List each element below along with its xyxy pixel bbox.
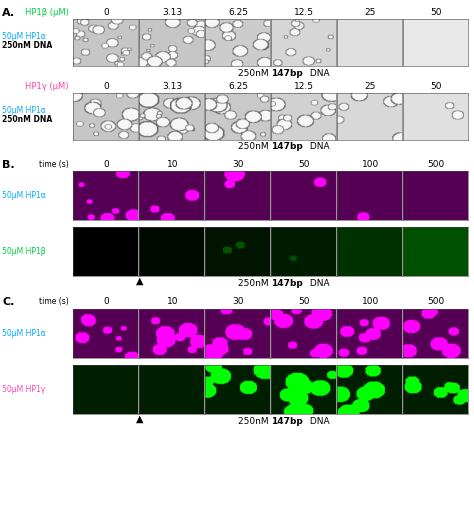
Text: 250nM: 250nM: [238, 142, 271, 151]
Text: 30: 30: [233, 160, 244, 168]
Text: 3.13: 3.13: [163, 8, 182, 17]
Text: 50: 50: [299, 297, 310, 306]
Text: 50μM HP1α: 50μM HP1α: [2, 32, 46, 41]
Text: 30: 30: [233, 297, 244, 306]
Text: 500: 500: [428, 297, 445, 306]
Text: 147bp: 147bp: [271, 279, 303, 288]
Text: 500: 500: [428, 160, 445, 168]
Text: 12.5: 12.5: [294, 8, 314, 17]
Text: DNA: DNA: [307, 69, 329, 77]
Text: HP1β (μM): HP1β (μM): [25, 8, 69, 17]
Text: ▲: ▲: [136, 414, 143, 424]
Text: 6.25: 6.25: [228, 8, 248, 17]
Text: B.: B.: [2, 160, 15, 170]
Text: 10: 10: [167, 297, 178, 306]
Text: 100: 100: [362, 160, 379, 168]
Text: A.: A.: [2, 8, 16, 18]
Text: 50μM HP1γ: 50μM HP1γ: [2, 385, 46, 394]
Text: 50μM HP1α: 50μM HP1α: [2, 106, 46, 115]
Text: 147bp: 147bp: [271, 142, 303, 151]
Text: 25: 25: [365, 82, 376, 90]
Text: 12.5: 12.5: [294, 82, 314, 90]
Text: 0: 0: [104, 82, 109, 90]
Text: 3.13: 3.13: [163, 82, 182, 90]
Text: 25: 25: [365, 8, 376, 17]
Text: 0: 0: [104, 160, 109, 168]
Text: C.: C.: [2, 297, 15, 307]
Text: HP1γ (μM): HP1γ (μM): [25, 82, 69, 90]
Text: 250nM: 250nM: [238, 417, 271, 425]
Text: 250nM DNA: 250nM DNA: [2, 41, 53, 50]
Text: 50μM HP1β: 50μM HP1β: [2, 247, 46, 256]
Text: 147bp: 147bp: [271, 417, 303, 425]
Text: 0: 0: [104, 297, 109, 306]
Text: 6.25: 6.25: [228, 82, 248, 90]
Text: 100: 100: [362, 297, 379, 306]
Text: 50μM HP1α: 50μM HP1α: [2, 329, 46, 338]
Text: DNA: DNA: [307, 279, 329, 288]
Text: 10: 10: [167, 160, 178, 168]
Text: DNA: DNA: [307, 142, 329, 151]
Text: ▲: ▲: [136, 276, 143, 286]
Text: DNA: DNA: [307, 417, 329, 425]
Text: 0: 0: [104, 8, 109, 17]
Text: 50: 50: [430, 82, 442, 90]
Text: time (s): time (s): [39, 160, 69, 168]
Text: time (s): time (s): [39, 297, 69, 306]
Text: 147bp: 147bp: [271, 69, 303, 77]
Text: 250nM: 250nM: [238, 69, 271, 77]
Text: 50: 50: [299, 160, 310, 168]
Text: 50μM HP1α: 50μM HP1α: [2, 191, 46, 200]
Text: 50: 50: [430, 8, 442, 17]
Text: 250nM DNA: 250nM DNA: [2, 114, 53, 124]
Text: 250nM: 250nM: [238, 279, 271, 288]
